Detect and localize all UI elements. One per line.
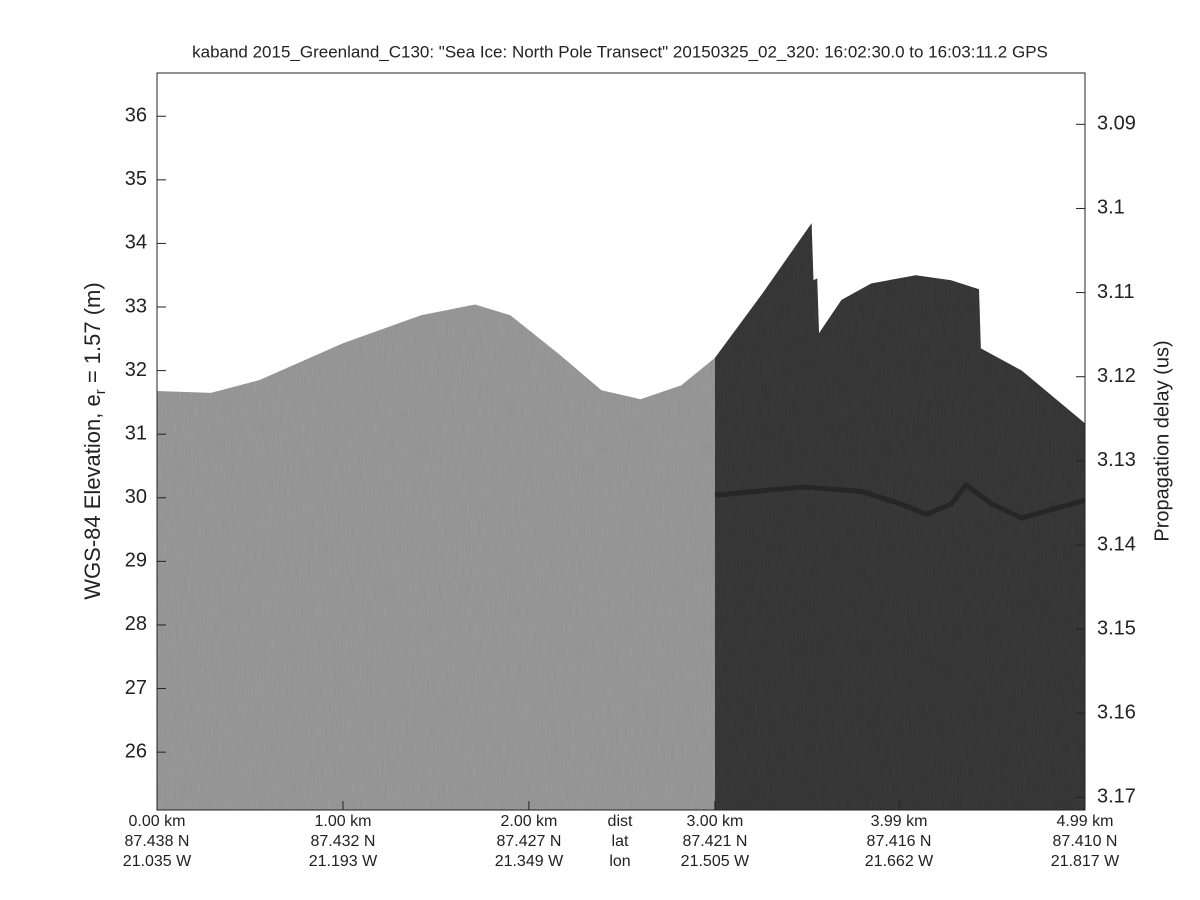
y-tick-label: 27 — [125, 677, 147, 699]
y-tick-label: 36 — [125, 105, 147, 127]
y-tick-label: 28 — [125, 613, 147, 635]
y-tick-label: 29 — [125, 550, 147, 572]
lat-label: 87.432 N — [311, 833, 376, 850]
lat-label: 87.410 N — [1053, 833, 1118, 850]
plot-area — [157, 223, 1086, 811]
y-label-subscript: r — [92, 389, 109, 394]
y2-tick-label: 3.13 — [1097, 449, 1136, 471]
chart-title: kaband 2015_Greenland_C130: "Sea Ice: No… — [192, 42, 1048, 61]
y-tick-label: 30 — [125, 486, 147, 508]
echogram-region — [714, 223, 1085, 811]
y-tick-label: 31 — [125, 422, 147, 444]
lon-label: 21.035 W — [123, 853, 192, 870]
y-tick-label: 34 — [125, 232, 147, 254]
lon-label: 21.349 W — [495, 853, 564, 870]
y-label-prefix: WGS-84 Elevation, e — [80, 394, 105, 599]
y-tick-label: 32 — [125, 359, 147, 381]
lon-label: 21.193 W — [309, 853, 378, 870]
echogram-region — [157, 304, 715, 810]
y-label-suffix: = 1.57 (m) — [80, 282, 105, 389]
x-row-label: lat — [612, 833, 629, 850]
x-tick-label: 3.00 km — [686, 813, 743, 830]
y2-tick-label: 3.1 — [1097, 197, 1125, 219]
y2-tick-label: 3.11 — [1097, 281, 1134, 303]
lat-label: 87.421 N — [682, 833, 747, 850]
y-axis-label: WGS-84 Elevation, er = 1.57 (m) — [80, 282, 109, 599]
x-row-label: lon — [609, 853, 630, 870]
y2-tick-label: 3.12 — [1097, 365, 1136, 387]
lat-label: 87.416 N — [867, 833, 932, 850]
y2-tick-label: 3.16 — [1097, 702, 1136, 724]
internal-layer — [714, 481, 1086, 521]
axes-box — [156, 72, 1086, 811]
lat-label: 87.427 N — [496, 833, 561, 850]
y-tick-label: 35 — [125, 168, 147, 190]
y2-tick-label: 3.09 — [1097, 113, 1136, 135]
lon-label: 21.662 W — [865, 853, 934, 870]
y2-axis-label: Propagation delay (us) — [1151, 340, 1173, 541]
x-tick-label: 1.00 km — [315, 813, 372, 830]
x-tick-label: 3.99 km — [871, 813, 928, 830]
y2-tick-label: 3.15 — [1097, 617, 1136, 639]
lat-label: 87.438 N — [125, 833, 190, 850]
y-tick-label: 26 — [125, 740, 147, 762]
x-tick-label: 4.99 km — [1057, 813, 1114, 830]
x-row-label: dist — [608, 813, 633, 830]
y2-tick-label: 3.17 — [1097, 786, 1136, 808]
y2-tick-label: 3.14 — [1097, 533, 1136, 555]
y-tick-label: 33 — [125, 295, 147, 317]
x-tick-label: 0.00 km — [129, 813, 186, 830]
lon-label: 21.817 W — [1051, 853, 1120, 870]
x-tick-label: 2.00 km — [500, 813, 557, 830]
lon-label: 21.505 W — [681, 853, 750, 870]
